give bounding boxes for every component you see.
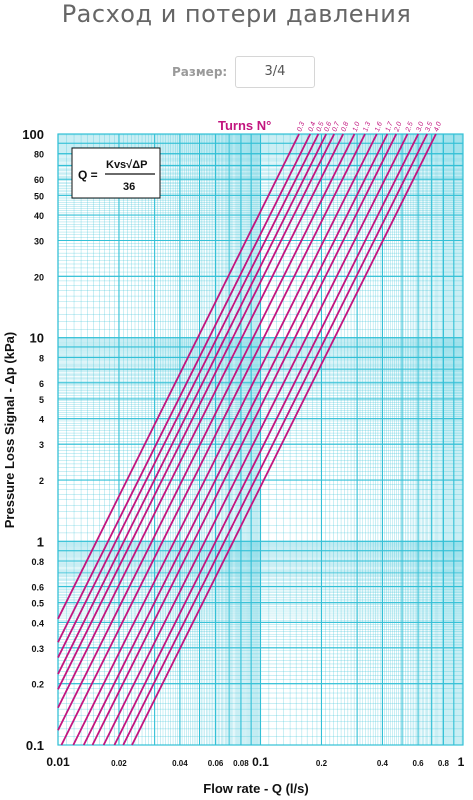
y-tick-label: 0.8	[31, 557, 44, 567]
curve-label-0-3: 0.3	[296, 121, 306, 133]
y-tick-label: 5	[39, 395, 44, 405]
plot-border	[57, 133, 464, 746]
y-axis-label: Pressure Loss Signal - Δp (kPa)	[2, 332, 17, 528]
curve-0-4	[57, 133, 312, 643]
curve-0-3	[57, 133, 300, 620]
size-selector-row: Размер: 3/4	[0, 56, 473, 90]
y-tick-label: 50	[34, 191, 44, 201]
curve-0-6	[57, 133, 327, 675]
curve-label-0-7: 0.7	[331, 120, 341, 133]
curve-1-0	[57, 133, 356, 731]
turn-curves	[57, 133, 437, 746]
y-tick-label: 0.1	[26, 738, 44, 753]
y-tick-label: 4	[39, 415, 44, 425]
y-tick-label: 1	[37, 534, 44, 549]
x-tick-labels: 0.01 0.02 0.04 0.06 0.08 0.1 0.2 0.4 0.6 0.8 1	[46, 755, 464, 769]
x-tick-label: 0.4	[377, 759, 389, 768]
y-tick-label: 40	[34, 211, 44, 221]
y-tick-label: 6	[39, 379, 44, 389]
pressure-loss-chart: 0.3 0.40.50.60.7 0.8 1.0 1.3 1.6 1.72.0 2.5 3.03…	[2, 118, 465, 796]
curve-label-1-0: 1.0	[352, 121, 362, 133]
curve-label-1-6: 1.6	[374, 121, 384, 133]
x-axis-label: Flow rate - Q (l/s)	[203, 781, 308, 796]
y-tick-label: 100	[22, 127, 44, 142]
formula-box: Q = Kvs√ΔP 36	[71, 147, 161, 199]
y-tick-label: 0.2	[31, 680, 44, 690]
size-select[interactable]: 3/4	[235, 56, 315, 88]
y-tick-label: 10	[30, 331, 44, 346]
x-tick-label: 0.6	[413, 759, 425, 768]
turns-header: Turns N°	[218, 118, 271, 133]
y-tick-label: 0.6	[31, 583, 44, 593]
x-tick-label: 0.01	[46, 755, 70, 769]
curve-label-1-3: 1.3	[362, 121, 372, 133]
x-tick-label: 0.04	[172, 759, 188, 768]
curve-2-0	[91, 133, 398, 746]
x-tick-label: 0.1	[252, 755, 269, 769]
curve-label-3-5: 3.5	[424, 121, 434, 133]
curve-label-0-6: 0.6	[323, 121, 333, 133]
y-tick-label: 60	[34, 175, 44, 185]
x-tick-label: 0.02	[111, 759, 127, 768]
x-tick-label: 0.06	[208, 759, 224, 768]
page-title: Расход и потери давления	[61, 0, 412, 28]
curve-1-3	[60, 133, 366, 746]
curve-0-5	[57, 133, 320, 658]
curve-label-2-0: 2.0	[393, 121, 403, 134]
curve-1-7	[82, 133, 389, 746]
x-tick-label: 0.08	[233, 759, 249, 768]
y-tick-label: 30	[34, 236, 44, 246]
curve-1-6	[72, 133, 378, 746]
curve-3-0	[113, 133, 420, 746]
formula-numerator: Kvs√ΔP	[106, 159, 147, 171]
curve-label-0-5: 0.5	[316, 121, 326, 133]
formula-frame	[71, 147, 161, 199]
y-tick-label: 0.3	[31, 644, 44, 654]
x-tick-label: 1	[458, 755, 465, 769]
x-tick-label: 0.8	[438, 759, 450, 768]
curve-label-0-4: 0.4	[308, 121, 318, 133]
curve-label-1-7: 1.7	[385, 120, 395, 133]
y-tick-label: 0.4	[31, 618, 44, 628]
y-tick-label: 0.5	[31, 599, 44, 609]
formula-denominator: 36	[123, 181, 135, 193]
curve-label-4-0: 4.0	[433, 121, 443, 133]
curve-3-5	[122, 133, 428, 746]
curve-label-2-5: 2.5	[404, 121, 414, 134]
y-tick-label: 20	[34, 272, 44, 282]
y-tick-label: 8	[39, 353, 44, 363]
curve-label-3-0: 3.0	[416, 121, 426, 133]
x-tick-label: 0.2	[316, 759, 328, 768]
curve-0-8	[57, 133, 344, 709]
y-tick-label: 80	[34, 150, 44, 160]
curve-0-7	[57, 133, 335, 690]
curve-4-0	[131, 133, 437, 746]
y-tick-label: 3	[39, 440, 44, 450]
curve-label-0-8: 0.8	[340, 121, 350, 133]
y-tick-labels: 0.1 0.2 0.3 0.4 0.5 0.6 0.8 1 2 3 4 5 6 8 10 20 30 40 50 60…	[22, 127, 44, 753]
curve-2-5	[102, 133, 409, 746]
size-label: Размер:	[172, 65, 228, 79]
y-tick-label: 2	[39, 476, 44, 486]
formula-lhs: Q =	[78, 168, 98, 182]
turn-labels: 0.3 0.40.50.60.7 0.8 1.0 1.3 1.6 1.72.0 2.5 3.03…	[296, 120, 443, 134]
minor-grid	[58, 134, 463, 745]
